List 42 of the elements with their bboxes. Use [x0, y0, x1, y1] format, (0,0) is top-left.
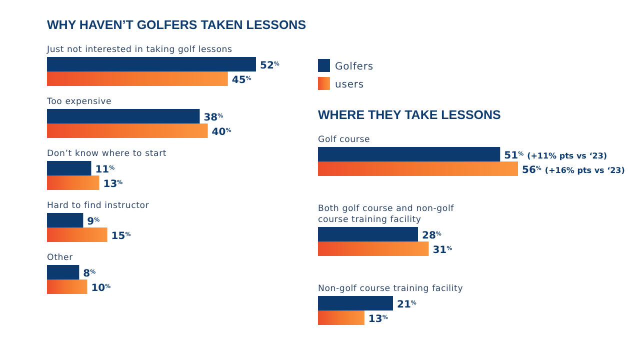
- y-tick-label: Non-golf course training facility: [318, 284, 464, 294]
- data-label: 38$^{%}$: [204, 112, 224, 124]
- bar: [47, 176, 100, 190]
- data-label: 13$^{%}$: [103, 178, 124, 190]
- data-label: 21$^{%}$: [397, 299, 417, 310]
- data-label: 52$^{%}$: [260, 60, 280, 72]
- bar: [318, 296, 393, 310]
- y-tick-label: Just not interested in taking golf lessons: [46, 45, 232, 55]
- data-label: 9$^{%}$: [87, 216, 100, 228]
- bar: [318, 147, 500, 162]
- data-label: 13$^{%}$: [368, 314, 388, 325]
- y-tick-label: Too expensive: [46, 97, 112, 107]
- data-label: 11$^{%}$: [95, 164, 116, 176]
- bar: [47, 161, 92, 176]
- chart-title: WHERE THEY TAKE LESSONS: [318, 108, 501, 122]
- data-label: 45$^{%}$: [232, 74, 252, 86]
- y-tick-label: Golf course: [318, 135, 370, 145]
- bar: [47, 72, 228, 86]
- data-label: 40$^{%}$: [212, 126, 232, 138]
- y-tick-label: Hard to find instructor: [47, 201, 150, 211]
- bar: [47, 213, 84, 228]
- bar: [47, 124, 208, 138]
- bar: [318, 162, 518, 176]
- bar: [47, 109, 200, 124]
- data-label: 10$^{%}$: [91, 282, 112, 294]
- chart-title: WHY HAVEN’T GOLFERS TAKEN LESSONS: [47, 18, 306, 32]
- y-tick-label: Both golf course and non-golf course training facility: [318, 204, 455, 225]
- data-label: 28$^{%}$: [422, 230, 442, 242]
- bar: [47, 228, 108, 242]
- bar: [47, 265, 80, 280]
- y-tick-label: Don’t know where to start: [47, 149, 167, 159]
- bar: [47, 57, 256, 72]
- bar: [47, 280, 88, 294]
- data-label: 56$^{%}$ (+16% pts vs ‘23): [522, 164, 625, 176]
- data-label: 51$^{%}$ (+11% pts vs ‘23): [504, 150, 608, 162]
- legend-label: Golfers: [335, 62, 374, 72]
- data-label: 15$^{%}$: [111, 230, 132, 242]
- y-tick-label: Other: [47, 253, 74, 263]
- data-label: 31$^{%}$: [432, 244, 453, 256]
- bar: [318, 310, 364, 325]
- legend-label: users: [335, 80, 364, 90]
- data-label: 8$^{%}$: [83, 268, 96, 280]
